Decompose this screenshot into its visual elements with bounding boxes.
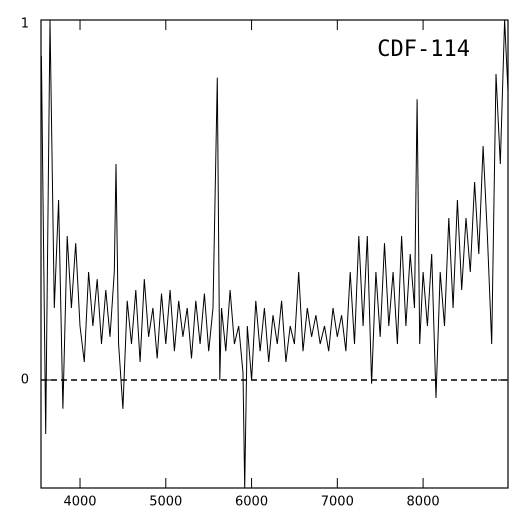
annotation: CDF-114 xyxy=(377,37,470,62)
x-tick-label: 8000 xyxy=(407,495,440,510)
plot-frame xyxy=(40,19,509,489)
x-tick-label: 5000 xyxy=(149,495,182,510)
x-tick-label: 6000 xyxy=(235,495,268,510)
spectrum-line xyxy=(41,20,508,488)
y-tick-label: 0 xyxy=(21,373,29,388)
x-tick-label: 4000 xyxy=(63,495,96,510)
y-tick-label: 1 xyxy=(21,17,29,32)
x-tick-label: 7000 xyxy=(321,495,354,510)
